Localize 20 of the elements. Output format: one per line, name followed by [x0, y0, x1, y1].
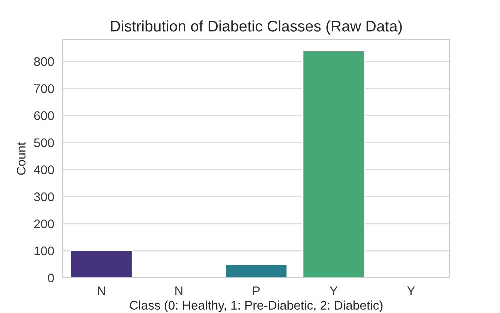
x-tick-label: P [253, 286, 260, 296]
y-tick-label: 400 [34, 166, 54, 174]
x-tick-label: Y [330, 286, 338, 296]
x-tick-label: N [98, 286, 106, 296]
y-tick-label: 0 [48, 274, 54, 283]
x-tick-label: N [176, 286, 183, 296]
bar [224, 264, 288, 278]
y-tick-label: 300 [34, 192, 54, 202]
y-tick-label: 200 [34, 220, 54, 229]
bar [70, 250, 134, 278]
y-tick-label: 100 [34, 246, 54, 256]
y-tick-label: 700 [34, 84, 54, 94]
x-axis-title: Class (0: Healthy, 1: Pre-Diabetic, 2: Diabetic) [130, 300, 383, 312]
chart-title: Distribution of Diabetic Classes (Raw Data) [111, 20, 402, 35]
y-axis-title: Count [16, 142, 26, 176]
y-tick-label: 500 [34, 138, 54, 148]
y-tick-label: 800 [34, 57, 54, 66]
x-tick-label: Y [407, 286, 416, 296]
bar [302, 50, 366, 278]
y-tick-label: 600 [34, 112, 54, 120]
